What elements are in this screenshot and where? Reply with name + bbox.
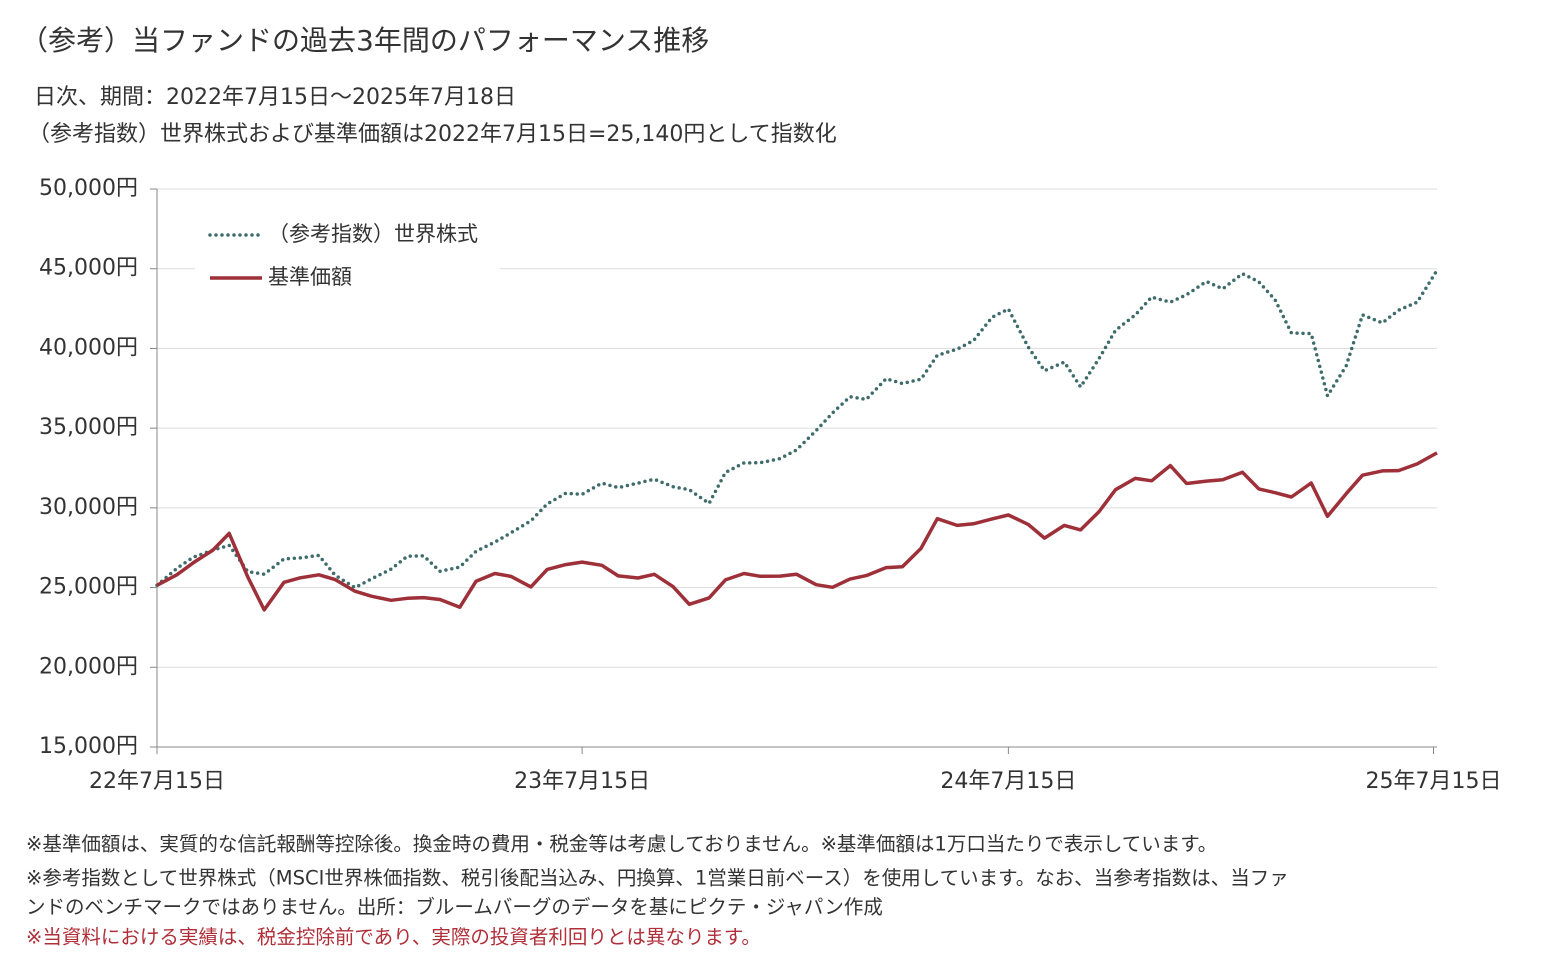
series-line bbox=[155, 268, 1439, 590]
y-tick-label: 15,000円 bbox=[39, 734, 138, 759]
y-tick-label: 20,000円 bbox=[39, 654, 138, 679]
subtitle: 日次、期間：2022年7月15日～2025年7月18日 bbox=[34, 85, 516, 110]
y-tick-label: 35,000円 bbox=[39, 415, 138, 440]
y-tick-label: 45,000円 bbox=[39, 256, 138, 281]
subtitle: （参考指数）世界株式および基準価額は2022年7月15日=25,140円として指… bbox=[28, 122, 837, 147]
x-tick-label: 25年7月15日 bbox=[1366, 769, 1502, 794]
y-tick-label: 50,000円 bbox=[39, 176, 138, 201]
x-tick-label: 22年7月15日 bbox=[89, 769, 225, 794]
x-tick-label: 23年7月15日 bbox=[514, 769, 650, 794]
y-tick-label: 30,000円 bbox=[39, 495, 138, 520]
footnote: ※当資料における実績は、税金控除前であり、実際の投資者利回りとは異なります。 bbox=[26, 926, 761, 949]
chart-title: （参考）当ファンドの過去3年間のパフォーマンス推移 bbox=[20, 24, 709, 57]
footnote: ※参考指数として世界株式（MSCI世界株価指数、税引後配当込み、円換算、1営業日… bbox=[26, 867, 1289, 890]
x-tick-label: 24年7月15日 bbox=[940, 769, 1076, 794]
legend-label: （参考指数）世界株式 bbox=[268, 222, 478, 246]
footnote: ※基準価額は、実質的な信託報酬等控除後。換金時の費用・税金等は考慮しておりません… bbox=[26, 833, 1217, 856]
legend-box bbox=[195, 210, 500, 300]
legend-label: 基準価額 bbox=[268, 265, 352, 289]
footnote: ンドのベンチマークではありません。出所：ブルームバーグのデータを基にピクテ・ジャ… bbox=[26, 896, 883, 919]
y-tick-label: 40,000円 bbox=[39, 335, 138, 360]
y-tick-label: 25,000円 bbox=[39, 575, 138, 600]
series-line bbox=[156, 451, 1438, 612]
